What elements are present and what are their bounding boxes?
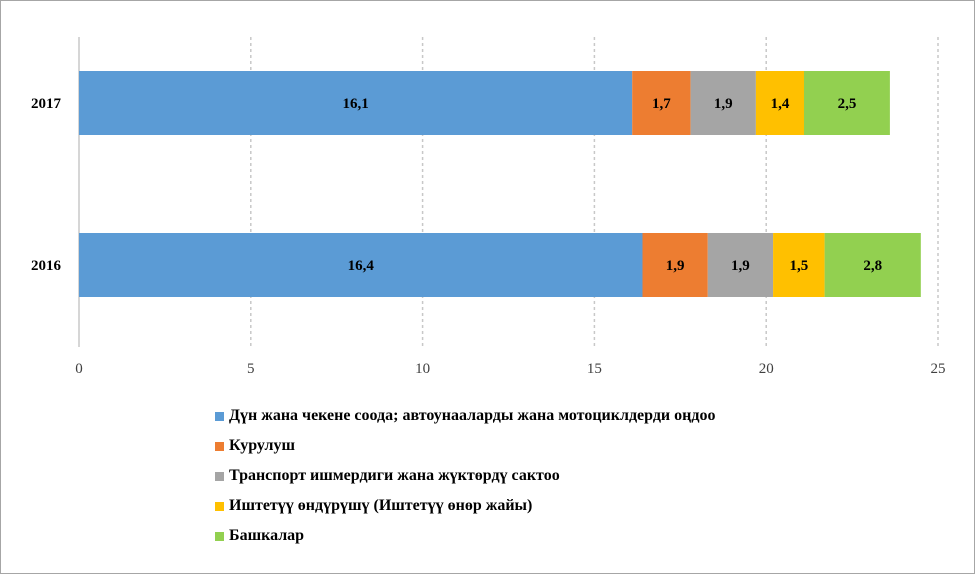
bar-segment-2016-s4 [824,233,921,297]
legend-label: Иштетүү өндүрүшү (Иштетүү өнөр жайы) [229,497,533,514]
data-label: 16,1 [342,96,368,112]
data-label: 1,7 [652,96,671,112]
data-label: 16,4 [348,258,375,274]
bar-segment-2017-s1 [632,71,691,135]
data-label: 2,5 [838,96,857,112]
data-label: 1,9 [731,258,750,274]
x-tick-label: 0 [75,361,83,377]
y-axis-categories: 2016 2017 [31,96,62,274]
legend-label: Башкалар [229,527,305,544]
legend-item: Транспорт ишмердиги жана жүктөрдү сактоо [215,461,715,491]
x-tick-label: 15 [587,361,602,377]
legend-label: Дүн жана чекене соода; автоунааларды жан… [229,407,716,424]
data-label: 2,8 [863,258,882,274]
data-label: 1,4 [771,96,790,112]
legend-item: Курулуш [215,431,715,461]
data-label: 1,5 [789,258,808,274]
legend-label: Курулуш [229,437,295,454]
bar-segment-2017-s3 [755,71,804,135]
legend: Дүн жана чекене соода; автоунааларды жан… [215,401,715,551]
bar-segment-2016-s3 [773,233,825,297]
bar-segment-2017-s4 [803,71,890,135]
x-tick-label: 25 [931,361,946,377]
legend-swatch [215,441,224,451]
legend-item: Иштетүү өндүрүшү (Иштетүү өнөр жайы) [215,491,715,521]
legend-item: Башкалар [215,521,715,551]
legend-swatch [215,471,224,481]
x-tick-label: 20 [759,361,774,377]
legend-label: Транспорт ишмердиги жана жүктөрдү сактоо [229,467,560,484]
data-label: 1,9 [666,258,685,274]
bars [79,71,921,297]
bar-segment-2016-s2 [707,233,774,297]
bar-segment-2016-s0 [79,233,643,297]
x-tick-label: 5 [247,361,255,377]
bar-segment-2017-s2 [690,71,756,135]
category-label-2016: 2016 [31,258,62,274]
bar-segment-2016-s1 [642,233,708,297]
bar-segment-2017-s0 [79,71,633,135]
data-labels: 16,4 1,9 1,9 1,5 2,8 16,1 1,7 1,9 1,4 2,5 [342,96,882,274]
legend-swatch [215,411,224,421]
legend-swatch [215,531,224,541]
x-axis-ticks: 0 5 10 15 20 25 [75,361,945,377]
category-label-2017: 2017 [31,96,62,112]
data-label: 1,9 [714,96,733,112]
legend-swatch [215,501,224,511]
x-tick-label: 10 [415,361,430,377]
legend-item: Дүн жана чекене соода; автоунааларды жан… [215,401,715,431]
